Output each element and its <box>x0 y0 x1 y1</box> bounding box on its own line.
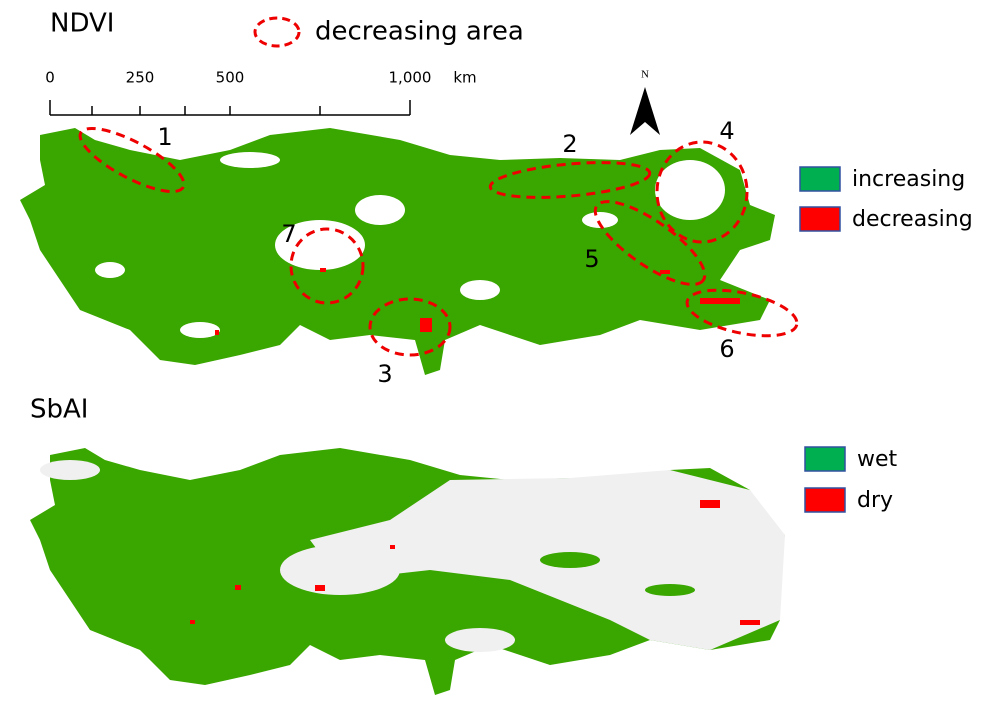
legend-label: dry <box>857 488 893 513</box>
scale-unit: km <box>453 69 476 87</box>
figure: NDVI decreasing area 0 250 500 1,000 km … <box>0 0 994 700</box>
callout: 6 <box>719 335 734 363</box>
legend-label: increasing <box>852 167 965 192</box>
scale-label: 1,000 <box>389 69 432 87</box>
legend-label: decreasing <box>852 207 973 232</box>
scale-label: 250 <box>126 69 155 87</box>
legend-ellipse <box>255 18 299 46</box>
scale-label: 0 <box>45 69 55 87</box>
north-arrow <box>630 87 660 135</box>
panel-title: NDVI <box>50 9 114 39</box>
callout: 5 <box>584 245 599 273</box>
callout: 2 <box>562 130 577 158</box>
legend-swatch <box>805 488 845 512</box>
callout: 7 <box>281 220 296 248</box>
scale-label: 500 <box>216 69 245 87</box>
callout: 4 <box>719 117 734 145</box>
legend-swatch <box>800 207 840 231</box>
legend-label: decreasing area <box>315 17 524 47</box>
panel-title: SbAI <box>30 395 88 425</box>
map-sbai <box>30 448 785 695</box>
legend-swatch <box>800 167 840 191</box>
callout: 1 <box>157 123 172 151</box>
map-ndvi <box>20 128 775 375</box>
callout: 3 <box>377 360 392 388</box>
north-label: N <box>641 69 649 81</box>
legend-swatch <box>805 447 845 471</box>
legend-label: wet <box>857 447 898 472</box>
scale-bar <box>50 100 410 115</box>
